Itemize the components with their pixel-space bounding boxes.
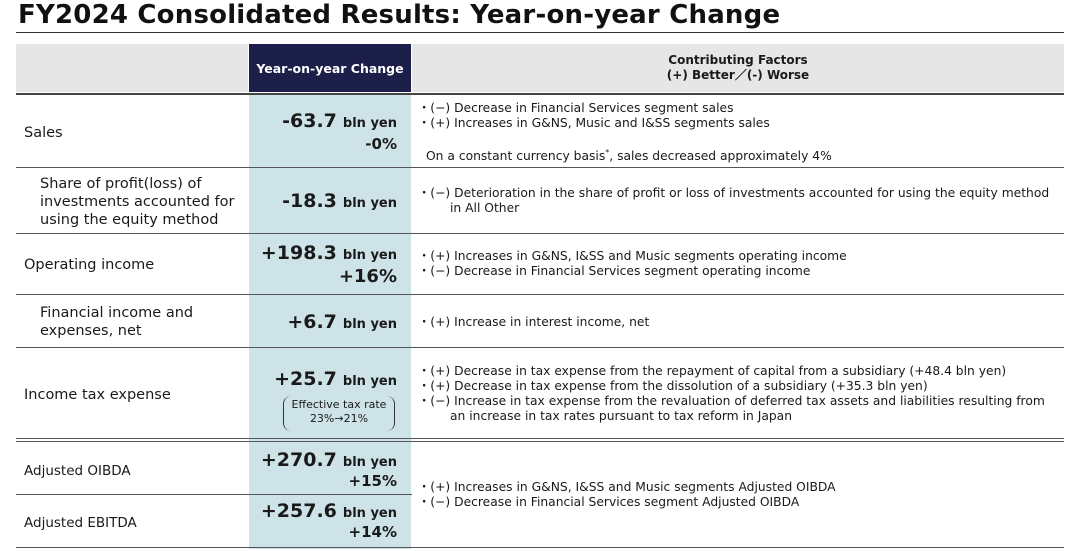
row-divider — [16, 167, 1064, 168]
factors-sales: ・(−) Decrease in Financial Services segm… — [418, 101, 770, 131]
factor-item: ・(+) Increases in G&NS, Music and I&SS s… — [418, 116, 770, 130]
value-unit: bln yen — [342, 196, 397, 211]
effective-tax-rate-value: 23%→21% — [309, 412, 369, 425]
value-unit: bln yen — [342, 455, 397, 470]
value-unit: bln yen — [342, 374, 397, 389]
row-label-financial-income: Financial income and expenses, net — [40, 304, 193, 340]
yoy-value-financial-income: +6.7 bln yen — [287, 311, 397, 336]
title-rule — [16, 32, 1064, 33]
factor-item: ・(+) Decrease in tax expense from the re… — [418, 364, 1007, 378]
value-unit: bln yen — [342, 317, 397, 332]
factors-financial-income: ・(+) Increase in interest income, net — [418, 315, 649, 330]
factor-item: ・(−) Increase in tax expense from the re… — [418, 394, 1045, 408]
row-divider — [16, 233, 1064, 234]
yoy-value-adjusted-ebitda: +257.6 bln yen — [261, 500, 397, 525]
note-footnote-marker: * — [605, 148, 610, 157]
row-label-sales: Sales — [24, 125, 63, 141]
effective-tax-rate-label: Effective tax rate — [291, 398, 387, 411]
yoy-pct-adjusted-oibda: +15% — [348, 472, 397, 490]
note-rest: , sales decreased approximately 4% — [609, 149, 832, 164]
value-unit: bln yen — [342, 116, 397, 131]
row-label-adjusted-ebitda: Adjusted EBITDA — [24, 515, 137, 531]
header-factors: Contributing Factors (+) Better／(-) Wors… — [412, 44, 1064, 92]
row-label-line: using the equity method — [40, 212, 219, 228]
effective-tax-rate-note: Effective tax rate 23%→21% — [283, 396, 395, 431]
note-text: On a constant currency basis — [426, 149, 606, 164]
factor-item-continuation: in All Other — [450, 201, 520, 215]
factors-operating-income: ・(+) Increases in G&NS, I&SS and Music s… — [418, 249, 847, 279]
row-divider — [16, 494, 412, 495]
value-number: +270.7 — [260, 449, 337, 471]
factor-item: ・(+) Decrease in tax expense from the di… — [418, 379, 928, 393]
factors-equity-method: ・(−) Deterioration in the share of profi… — [418, 186, 1049, 216]
yoy-pct-adjusted-ebitda: +14% — [348, 523, 397, 541]
row-label-line: expenses, net — [40, 323, 142, 339]
value-number: +257.6 — [260, 500, 337, 522]
yoy-value-adjusted-oibda: +270.7 bln yen — [261, 449, 397, 474]
row-label-adjusted-oibda: Adjusted OIBDA — [24, 463, 131, 479]
yoy-pct-operating-income: +16% — [338, 266, 397, 287]
row-label-line: investments accounted for — [40, 194, 235, 210]
row-divider-double — [16, 438, 1064, 442]
value-number: -63.7 — [282, 110, 337, 132]
header-yoy: Year-on-year Change — [249, 44, 411, 92]
row-divider — [16, 347, 1064, 348]
row-label-line: Financial income and — [40, 305, 194, 321]
header-bottom-rule — [16, 93, 1064, 95]
row-label-line: Share of profit(loss) of — [40, 176, 202, 192]
factor-item: ・(+) Increases in G&NS, I&SS and Music s… — [418, 480, 836, 494]
row-label-income-tax: Income tax expense — [24, 387, 171, 403]
note-constant-currency: On a constant currency basis*, sales dec… — [426, 148, 832, 163]
value-number: +6.7 — [287, 311, 337, 333]
factor-item: ・(+) Increases in G&NS, I&SS and Music s… — [418, 249, 847, 263]
row-label-operating-income: Operating income — [24, 257, 155, 273]
page-title: FY2024 Consolidated Results: Year-on-yea… — [18, 0, 781, 30]
factor-item-continuation: an increase in tax rates pursuant to tax… — [450, 409, 792, 423]
value-unit: bln yen — [342, 248, 397, 263]
value-number: -18.3 — [282, 190, 337, 212]
yoy-value-equity-method: -18.3 bln yen — [282, 190, 397, 215]
yoy-value-operating-income: +198.3 bln yen — [261, 242, 397, 267]
value-unit: bln yen — [342, 506, 397, 521]
factor-item: ・(−) Deterioration in the share of profi… — [418, 186, 1050, 200]
factor-item: ・(−) Decrease in Financial Services segm… — [418, 101, 734, 115]
yoy-value-sales: -63.7 bln yen — [282, 110, 397, 135]
factor-item: ・(+) Increase in interest income, net — [418, 315, 650, 329]
header-factors-line2: (+) Better／(-) Worse — [666, 68, 810, 82]
header-factors-line1: Contributing Factors — [668, 53, 808, 67]
row-divider — [16, 294, 1064, 295]
factor-item: ・(−) Decrease in Financial Services segm… — [418, 264, 811, 278]
factors-income-tax: ・(+) Decrease in tax expense from the re… — [418, 364, 1045, 424]
header-label-cell — [16, 44, 248, 92]
yoy-column — [249, 94, 411, 549]
value-number: +198.3 — [260, 242, 337, 264]
factor-item: ・(−) Decrease in Financial Services segm… — [418, 495, 800, 509]
value-number: +25.7 — [274, 368, 337, 390]
row-label-equity-method: Share of profit(loss) of investments acc… — [40, 175, 234, 229]
yoy-value-income-tax: +25.7 bln yen — [274, 368, 397, 393]
yoy-pct-sales: -0% — [365, 135, 397, 153]
table-bottom-rule — [16, 547, 1064, 548]
factors-adjusted-oibda-ebitda: ・(+) Increases in G&NS, I&SS and Music s… — [418, 480, 836, 510]
